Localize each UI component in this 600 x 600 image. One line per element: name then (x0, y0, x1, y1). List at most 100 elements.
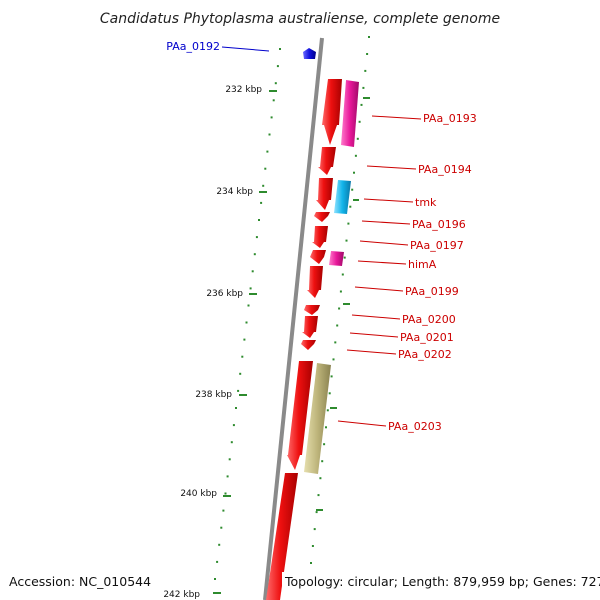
track-dot (339, 290, 342, 293)
gene-feature-PAa_0200[interactable] (304, 305, 320, 315)
track-dot (364, 69, 367, 72)
track-dot (274, 82, 277, 85)
feature-ticks (316, 97, 370, 511)
gene-labels: PAa_0192 PAa_0193 PAa_0194 tmk PAa_0196 … (166, 40, 476, 433)
gene-feature-PAa_0193[interactable] (322, 79, 342, 145)
scale-label: 236 kbp (206, 289, 243, 299)
topology-label: Topology: circular; Length: 879,959 bp; … (284, 574, 600, 589)
gene-feature-PAa_0199[interactable] (307, 266, 323, 298)
track-dot (345, 239, 348, 242)
gene-label-himA[interactable]: himA (408, 258, 437, 271)
gene-label-PAa_0197[interactable]: PAa_0197 (410, 239, 464, 252)
track-dot (224, 492, 227, 495)
track-dot (253, 253, 256, 256)
track-dot (268, 133, 271, 136)
track-dot (366, 53, 369, 55)
track-dot (354, 154, 357, 157)
track-dot (220, 526, 223, 529)
track-dot (245, 321, 248, 324)
track-dot (334, 341, 337, 344)
gene-feature-PAa_0193-product (341, 80, 359, 147)
genome-backbone (263, 37, 324, 600)
gene-label-PAa_0202[interactable]: PAa_0202 (398, 348, 452, 361)
gene-feature-tmk-product (334, 180, 351, 214)
gene-feature-tmk[interactable] (316, 178, 333, 210)
track-dot (218, 543, 221, 546)
gene-label-PAa_0192[interactable]: PAa_0192 (166, 40, 220, 53)
track-dot (319, 477, 322, 480)
gene-label-tmk[interactable]: tmk (415, 196, 437, 209)
gene-feature-PAa_0194[interactable] (318, 147, 336, 175)
track-dot (249, 287, 252, 290)
gene-feature-continuation (266, 473, 298, 600)
track-dot (226, 475, 229, 478)
track-dot (315, 511, 318, 514)
gene-feature-PAa_0192[interactable] (303, 48, 316, 59)
gene-label-PAa_0203[interactable]: PAa_0203 (388, 420, 442, 433)
track-dot (237, 389, 240, 392)
gene-label-PAa_0194[interactable]: PAa_0194 (418, 163, 472, 176)
track-dot (241, 355, 244, 358)
map-title: Candidatus Phytoplasma australiense, com… (100, 11, 500, 27)
track-dot (360, 103, 363, 106)
track-dot (343, 256, 346, 259)
track-dot (260, 201, 263, 204)
track-dot (239, 372, 242, 375)
gene-label-PAa_0200[interactable]: PAa_0200 (402, 313, 456, 326)
track-dot (356, 137, 359, 140)
track-dot (262, 184, 265, 187)
gene-feature-PAa_0203-product (304, 363, 331, 474)
track-dot (235, 407, 237, 409)
track-dot (358, 120, 361, 123)
scale-ticks: 232 kbp 234 kbp 236 kbp 238 kbp 240 kbp … (163, 85, 277, 600)
scale-label: 240 kbp (180, 489, 217, 499)
track-dot (323, 443, 326, 446)
track-dot (332, 358, 335, 361)
track-dot (313, 528, 316, 531)
gene-label-PAa_0193[interactable]: PAa_0193 (423, 112, 477, 125)
track-dot (251, 270, 254, 273)
track-dot (255, 236, 258, 239)
gene-label-PAa_0199[interactable]: PAa_0199 (405, 285, 459, 298)
track-dot (279, 48, 281, 50)
track-dot (232, 424, 235, 427)
scale-label: 242 kbp (163, 590, 200, 600)
gene-feature-PAa_0197[interactable] (312, 226, 328, 248)
track-dot (214, 578, 216, 580)
track-dot (349, 205, 352, 208)
track-dot (216, 560, 219, 563)
track-dot (311, 545, 314, 547)
track-dot (353, 171, 355, 174)
track-dot (325, 426, 327, 429)
track-dot (341, 273, 344, 276)
track-dot (326, 409, 329, 412)
track-dot (228, 458, 231, 461)
gene-label-PAa_0201[interactable]: PAa_0201 (400, 331, 454, 344)
track-dot (270, 116, 273, 119)
track-dot (258, 219, 260, 221)
track-dot (266, 150, 269, 153)
gene-feature-himA-product (329, 251, 344, 266)
track-dot (328, 392, 331, 395)
gene-feature-PAa_0201[interactable] (302, 316, 318, 338)
track-dot (243, 338, 246, 341)
gene-feature-himA[interactable] (310, 250, 326, 264)
gene-feature-PAa_0202[interactable] (301, 340, 316, 350)
scale-label: 232 kbp (225, 85, 262, 95)
gene-label-PAa_0196[interactable]: PAa_0196 (412, 218, 466, 231)
track-dot (362, 86, 365, 89)
gene-feature-PAa_0196[interactable] (314, 212, 330, 222)
track-dot (222, 509, 225, 512)
track-dot (272, 99, 275, 102)
track-dot (264, 167, 267, 170)
track-dot (368, 36, 370, 38)
gene-feature-PAa_0203[interactable] (287, 361, 313, 470)
track-dot (351, 188, 354, 191)
accession-label: Accession: NC_010544 (9, 574, 151, 589)
track-dot (347, 222, 350, 225)
track-dot (336, 324, 339, 327)
track-dot (276, 65, 279, 68)
track-dot (317, 494, 320, 497)
outer-dot-track (214, 48, 281, 580)
